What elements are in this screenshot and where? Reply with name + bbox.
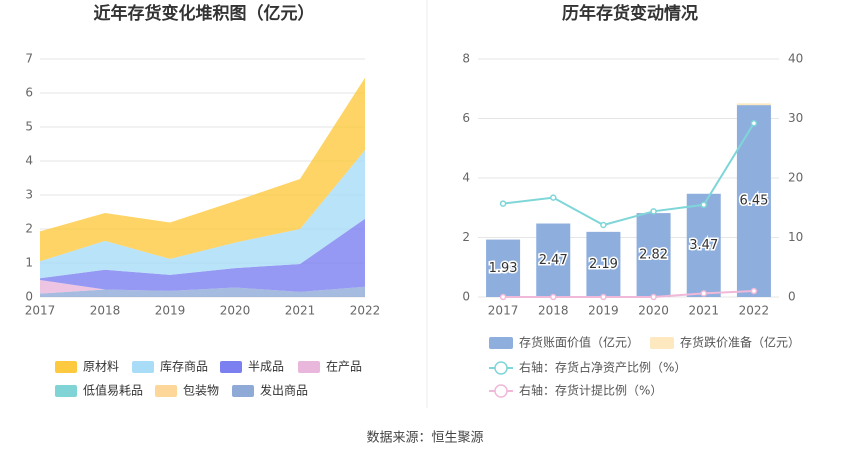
point <box>700 201 707 209</box>
y-tick-label: 3 <box>25 188 33 202</box>
y-tick-label: 5 <box>25 120 33 134</box>
legend-swatch <box>489 337 513 349</box>
point <box>650 293 657 301</box>
value-label: 3.47 <box>689 238 718 253</box>
y2-tick-label: 30 <box>788 111 803 125</box>
legend-swatch <box>494 384 508 398</box>
legend-label: 右轴：存货计提比例（%） <box>519 383 662 398</box>
point <box>700 290 707 297</box>
chart-title: 历年存货变动情况 <box>562 3 698 24</box>
y2-tick-label: 20 <box>788 171 803 185</box>
y-tick-label: 1 <box>25 256 33 270</box>
point <box>499 200 507 207</box>
bar <box>736 105 771 297</box>
legend-label: 半成品 <box>248 360 284 374</box>
x-tick-label: 2021 <box>688 304 719 318</box>
x-tick-label: 2018 <box>90 304 121 318</box>
y-tick-label: 4 <box>25 154 33 168</box>
y-tick-label: 8 <box>462 52 470 66</box>
point <box>600 221 607 229</box>
line <box>502 122 755 227</box>
point <box>750 287 758 295</box>
legend-swatch <box>55 385 77 397</box>
x-tick-label: 2019 <box>155 304 186 318</box>
legend-label: 右轴：存货占净资产比例（%） <box>519 360 686 375</box>
y2-tick-label: 0 <box>788 290 796 304</box>
bar <box>636 213 671 297</box>
area <box>40 150 365 279</box>
value-label: 2.47 <box>539 253 568 268</box>
bar <box>486 239 521 297</box>
line <box>503 290 754 298</box>
x-tick-label: 2021 <box>285 304 316 318</box>
y-tick-label: 2 <box>25 222 33 236</box>
point <box>750 120 758 127</box>
x-tick-label: 2017 <box>488 304 519 318</box>
legend-label: 库存商品 <box>160 359 208 374</box>
point <box>550 293 557 301</box>
chart-title: 近年存货变化堆积图（亿元） <box>94 3 315 24</box>
bar <box>536 223 571 297</box>
y-tick-label: 6 <box>462 111 470 125</box>
point <box>650 208 657 215</box>
legend-swatch <box>220 361 242 373</box>
value-label: 2.82 <box>639 248 668 263</box>
legend-swatch <box>132 361 154 373</box>
legend-label: 原材料 <box>83 360 119 374</box>
legend-swatch <box>55 361 77 373</box>
y2-tick-label: 40 <box>788 52 803 66</box>
area <box>40 218 365 292</box>
bar <box>586 231 621 297</box>
legend-swatch <box>155 385 177 397</box>
bar <box>686 193 721 297</box>
x-tick-label: 2020 <box>638 304 669 318</box>
point <box>600 293 607 301</box>
legend-label: 发出商品 <box>260 383 308 398</box>
point <box>550 194 557 201</box>
x-tick-label: 2020 <box>220 304 251 318</box>
legend-swatch <box>650 337 674 349</box>
legend-label: 包装物 <box>183 384 219 398</box>
value-label: 2.19 <box>589 257 618 272</box>
area <box>40 77 365 262</box>
y-tick-label: 6 <box>25 86 33 100</box>
point <box>499 293 507 301</box>
y-tick-label: 4 <box>462 171 470 185</box>
x-tick-label: 2017 <box>25 304 56 318</box>
value-label: 6.45 <box>739 194 768 209</box>
x-tick-label: 2022 <box>739 304 770 318</box>
x-tick-label: 2018 <box>538 304 569 318</box>
legend-label: 存货跌价准备（亿元） <box>680 335 800 350</box>
value-label: 1.93 <box>489 261 518 276</box>
y-tick-label: 2 <box>462 230 470 244</box>
legend-label: 存货账面价值（亿元） <box>519 335 639 350</box>
area <box>40 286 365 297</box>
legend-label: 低值易耗品 <box>83 383 143 398</box>
legend-swatch <box>232 385 254 397</box>
source: 数据来源：恒生聚源 <box>366 431 483 446</box>
y-tick-label: 0 <box>462 290 470 304</box>
y2-tick-label: 10 <box>788 230 803 244</box>
x-tick-label: 2019 <box>588 304 619 318</box>
legend-swatch <box>494 361 508 375</box>
legend-label: 在产品 <box>326 360 362 374</box>
y-tick-label: 7 <box>25 52 33 66</box>
bar <box>736 103 771 106</box>
legend-swatch <box>298 361 320 373</box>
y-tick-label: 0 <box>25 290 33 304</box>
x-tick-label: 2022 <box>350 304 381 318</box>
